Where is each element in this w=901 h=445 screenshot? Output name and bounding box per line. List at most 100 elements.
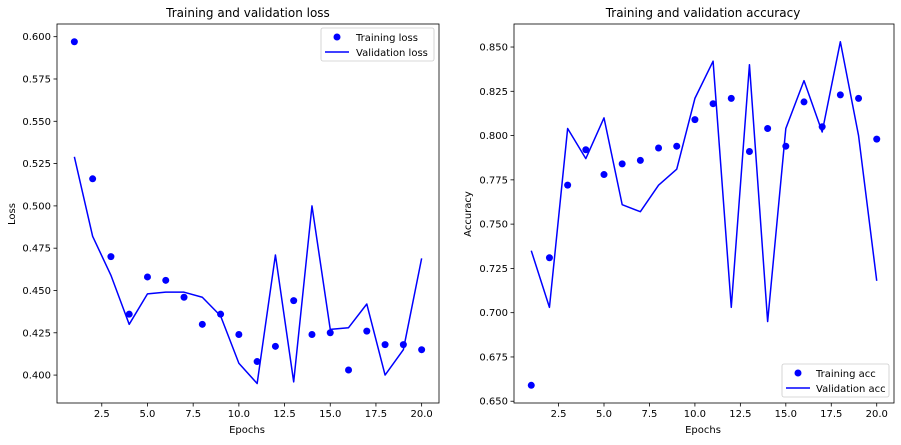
accuracy-x-tick-label: 10.0 [684, 409, 706, 420]
loss-training-point [107, 253, 115, 261]
accuracy-y-tick-label: 0.750 [479, 220, 508, 231]
accuracy-y-tick-label: 0.800 [479, 131, 508, 142]
loss-x-tick-label: 20.0 [411, 409, 433, 420]
loss-training-point [363, 327, 371, 335]
loss-training-point [345, 366, 353, 374]
accuracy-x-tick-label: 5.0 [596, 409, 612, 420]
loss-legend-box [320, 27, 435, 62]
loss-y-tick-label: 0.575 [22, 74, 51, 85]
loss-training-point [180, 293, 188, 301]
loss-x-tick-label: 7.5 [185, 409, 201, 420]
loss-x-tick-label: 5.0 [140, 409, 156, 420]
loss-legend-marker-training [333, 33, 341, 41]
loss-training-point [253, 358, 261, 366]
accuracy-training-point [855, 94, 863, 102]
accuracy-chart-xlabel: Epochs [685, 425, 721, 436]
loss-training-point [162, 276, 170, 284]
accuracy-x-tick-label: 15.0 [775, 409, 797, 420]
accuracy-legend-label-training: Training acc [815, 369, 876, 380]
loss-chart-ylabel: Loss [7, 203, 18, 225]
loss-x-tick-label: 17.5 [365, 409, 387, 420]
loss-training-point [271, 342, 279, 350]
accuracy-training-point [800, 98, 808, 106]
accuracy-plot-area [527, 40, 881, 389]
accuracy-y-tick-label: 0.775 [479, 175, 508, 186]
loss-training-point [418, 346, 426, 354]
loss-x-tick-label: 10.0 [228, 409, 250, 420]
loss-plot-area [70, 38, 426, 385]
accuracy-y-tick-label: 0.725 [479, 264, 508, 275]
loss-x-tick-label: 12.5 [273, 409, 295, 420]
accuracy-training-point [709, 100, 717, 108]
accuracy-chart: Training and validation accuracy Epochs … [463, 6, 895, 436]
accuracy-training-point [636, 156, 644, 164]
loss-legend-label-training: Training loss [355, 33, 418, 44]
loss-x-tick-label: 2.5 [94, 409, 110, 420]
loss-y-tick-label: 0.425 [22, 328, 51, 339]
loss-chart: Training and validation loss Epochs Loss… [7, 6, 440, 436]
accuracy-series-line-validation [530, 40, 878, 323]
loss-x-tick-label: 15.0 [319, 409, 341, 420]
accuracy-training-point [764, 124, 772, 132]
accuracy-training-point [836, 91, 844, 99]
loss-y-ticks: 0.400 0.425 0.450 0.475 0.500 0.525 0.550 0.575… [22, 32, 57, 382]
loss-training-point [381, 341, 389, 349]
accuracy-chart-ylabel: Accuracy [463, 191, 474, 237]
accuracy-x-ticks: 2.5 5.0 7.5 10.0 12.5 15.0 17.5 20.0 [551, 403, 888, 420]
accuracy-y-tick-label: 0.650 [479, 397, 508, 408]
loss-training-point [217, 310, 225, 318]
accuracy-training-point [745, 148, 753, 156]
accuracy-training-point [545, 254, 553, 262]
accuracy-training-point [727, 94, 735, 102]
loss-series-line-validation [73, 156, 423, 385]
accuracy-y-ticks: 0.650 0.675 0.700 0.725 0.750 0.775 0.800 0.825… [479, 43, 514, 408]
accuracy-y-tick-label: 0.825 [479, 87, 508, 98]
accuracy-x-tick-label: 17.5 [820, 409, 842, 420]
loss-y-tick-label: 0.400 [22, 371, 51, 382]
accuracy-x-tick-label: 7.5 [642, 409, 658, 420]
accuracy-training-point [655, 144, 663, 152]
accuracy-training-point [600, 171, 608, 179]
loss-legend: Training loss Validation loss [320, 27, 435, 62]
accuracy-x-tick-label: 2.5 [551, 409, 567, 420]
loss-training-point [198, 320, 206, 328]
loss-chart-title: Training and validation loss [165, 6, 330, 20]
loss-x-ticks: 2.5 5.0 7.5 10.0 12.5 15.0 17.5 20.0 [94, 403, 433, 420]
accuracy-y-tick-label: 0.850 [479, 43, 508, 54]
accuracy-training-point [873, 135, 881, 143]
loss-training-point [326, 329, 334, 337]
loss-training-point [235, 330, 243, 338]
loss-chart-xlabel: Epochs [229, 425, 265, 436]
loss-legend-label-validation: Validation loss [356, 48, 428, 59]
loss-training-point [290, 297, 298, 305]
loss-y-tick-label: 0.525 [22, 159, 51, 170]
accuracy-y-tick-label: 0.675 [479, 352, 508, 363]
accuracy-x-tick-label: 20.0 [866, 409, 888, 420]
accuracy-legend: Training acc Validation acc [781, 363, 890, 398]
loss-training-point [125, 310, 133, 318]
accuracy-legend-marker-training [794, 369, 802, 377]
loss-training-point [143, 273, 151, 281]
accuracy-training-point [691, 116, 699, 124]
loss-training-point [89, 175, 97, 183]
loss-y-tick-label: 0.500 [22, 201, 51, 212]
loss-training-point [70, 38, 78, 46]
loss-y-tick-label: 0.600 [22, 32, 51, 43]
loss-y-tick-label: 0.550 [22, 117, 51, 128]
accuracy-training-point [673, 142, 681, 150]
accuracy-training-point [582, 146, 590, 154]
accuracy-training-point [527, 381, 535, 389]
accuracy-y-tick-label: 0.700 [479, 308, 508, 319]
accuracy-legend-label-validation: Validation acc [816, 384, 886, 395]
accuracy-chart-frame [513, 23, 895, 404]
accuracy-x-tick-label: 12.5 [729, 409, 751, 420]
accuracy-chart-title: Training and validation accuracy [605, 6, 801, 20]
loss-y-tick-label: 0.475 [22, 244, 51, 255]
accuracy-training-point [618, 160, 626, 168]
loss-training-point [308, 330, 316, 338]
loss-y-tick-label: 0.450 [22, 286, 51, 297]
accuracy-training-point [564, 181, 572, 189]
loss-chart-frame [56, 23, 440, 404]
